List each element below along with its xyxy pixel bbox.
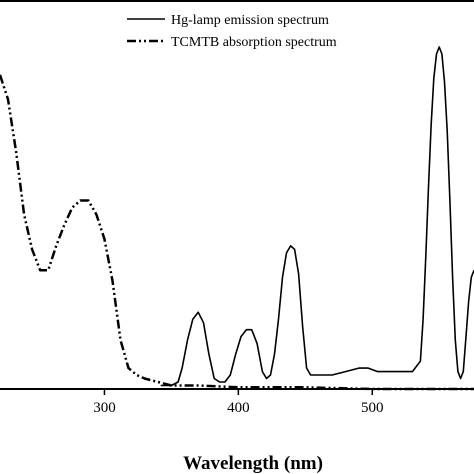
x-tick-label-400: 400 [227,400,250,416]
legend-label-hg-lamp: Hg-lamp emission spectrum [171,13,329,28]
x-ticks: 300 400 500 [93,389,383,416]
series-line-tcmtb-absorption [0,74,474,391]
series-line-hg-lamp-emission [160,46,474,387]
legend: Hg-lamp emission spectrum TCMTB absorpti… [127,13,337,50]
series-group [0,46,474,391]
x-axis-title: Wavelength (nm) [183,453,323,474]
x-tick-label-500: 500 [361,400,384,416]
legend-label-tcmtb: TCMTB absorption spectrum [171,35,337,50]
x-tick-label-300: 300 [93,400,116,416]
plot-frame [0,0,474,390]
